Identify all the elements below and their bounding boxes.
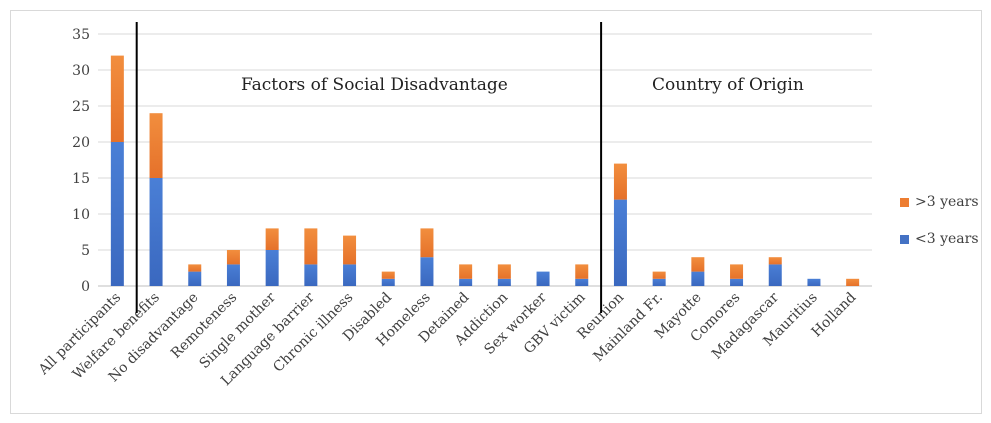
annotation-social-disadvantage: Factors of Social Disadvantage bbox=[241, 75, 508, 95]
legend-swatch-over-3-years bbox=[900, 197, 909, 207]
bar-over-3-years bbox=[846, 278, 860, 286]
bar-over-3-years bbox=[226, 250, 240, 265]
bar-under-3-years bbox=[652, 278, 666, 286]
legend-label-under-3-years: <3 years bbox=[915, 231, 979, 247]
bar-over-3-years bbox=[613, 163, 627, 200]
bar-over-3-years bbox=[381, 271, 395, 279]
y-tick-label: 30 bbox=[72, 63, 90, 79]
bar-under-3-years bbox=[110, 142, 124, 286]
bar-over-3-years bbox=[459, 264, 473, 279]
bar-over-3-years bbox=[652, 271, 666, 279]
y-tick-label: 10 bbox=[72, 207, 90, 223]
y-tick-label: 25 bbox=[72, 99, 90, 115]
legend-swatch-under-3-years bbox=[900, 234, 909, 244]
bar-over-3-years bbox=[497, 264, 511, 279]
legend-item-under-3-years: <3 years bbox=[900, 231, 979, 247]
legend-item-over-3-years: >3 years bbox=[900, 194, 979, 210]
bar-under-3-years bbox=[420, 257, 434, 286]
bar-under-3-years bbox=[536, 271, 550, 286]
bar-over-3-years bbox=[343, 235, 357, 265]
bar-over-3-years bbox=[110, 55, 124, 142]
bar-under-3-years bbox=[497, 278, 511, 286]
bar-under-3-years bbox=[807, 278, 821, 286]
bar-under-3-years bbox=[188, 271, 202, 286]
y-tick-label: 5 bbox=[81, 243, 90, 259]
bar-over-3-years bbox=[575, 264, 589, 279]
bar-under-3-years bbox=[768, 264, 782, 286]
bar-under-3-years bbox=[381, 278, 395, 286]
bar-under-3-years bbox=[149, 178, 163, 286]
legend-label-over-3-years: >3 years bbox=[915, 194, 979, 210]
y-tick-label: 15 bbox=[72, 171, 90, 187]
bar-under-3-years bbox=[575, 278, 589, 286]
y-axis-ticks: 0 5 10 15 20 25 30 35 bbox=[72, 27, 90, 295]
y-tick-label: 35 bbox=[72, 27, 90, 43]
bar-over-3-years bbox=[730, 264, 744, 279]
bar-over-3-years bbox=[420, 228, 434, 258]
bar-over-3-years bbox=[304, 228, 318, 265]
group-separators bbox=[135, 22, 603, 313]
y-tick-label: 20 bbox=[72, 135, 90, 151]
bar-under-3-years bbox=[343, 264, 357, 286]
bar-over-3-years bbox=[265, 228, 279, 250]
bar-over-3-years bbox=[691, 257, 705, 272]
chart-frame bbox=[10, 10, 982, 414]
gridlines bbox=[98, 33, 872, 287]
bar-under-3-years bbox=[226, 264, 240, 286]
bar-under-3-years bbox=[265, 250, 279, 286]
bar-under-3-years bbox=[304, 264, 318, 286]
y-tick-label: 0 bbox=[81, 279, 90, 295]
bar-over-3-years bbox=[768, 257, 782, 265]
annotation-country-of-origin: Country of Origin bbox=[652, 75, 804, 95]
bar-under-3-years bbox=[730, 278, 744, 286]
bar-under-3-years bbox=[459, 278, 473, 286]
bar-under-3-years bbox=[691, 271, 705, 286]
bars bbox=[110, 55, 860, 286]
bar-under-3-years bbox=[613, 199, 627, 286]
bar-over-3-years bbox=[188, 264, 202, 272]
bar-over-3-years bbox=[149, 113, 163, 178]
